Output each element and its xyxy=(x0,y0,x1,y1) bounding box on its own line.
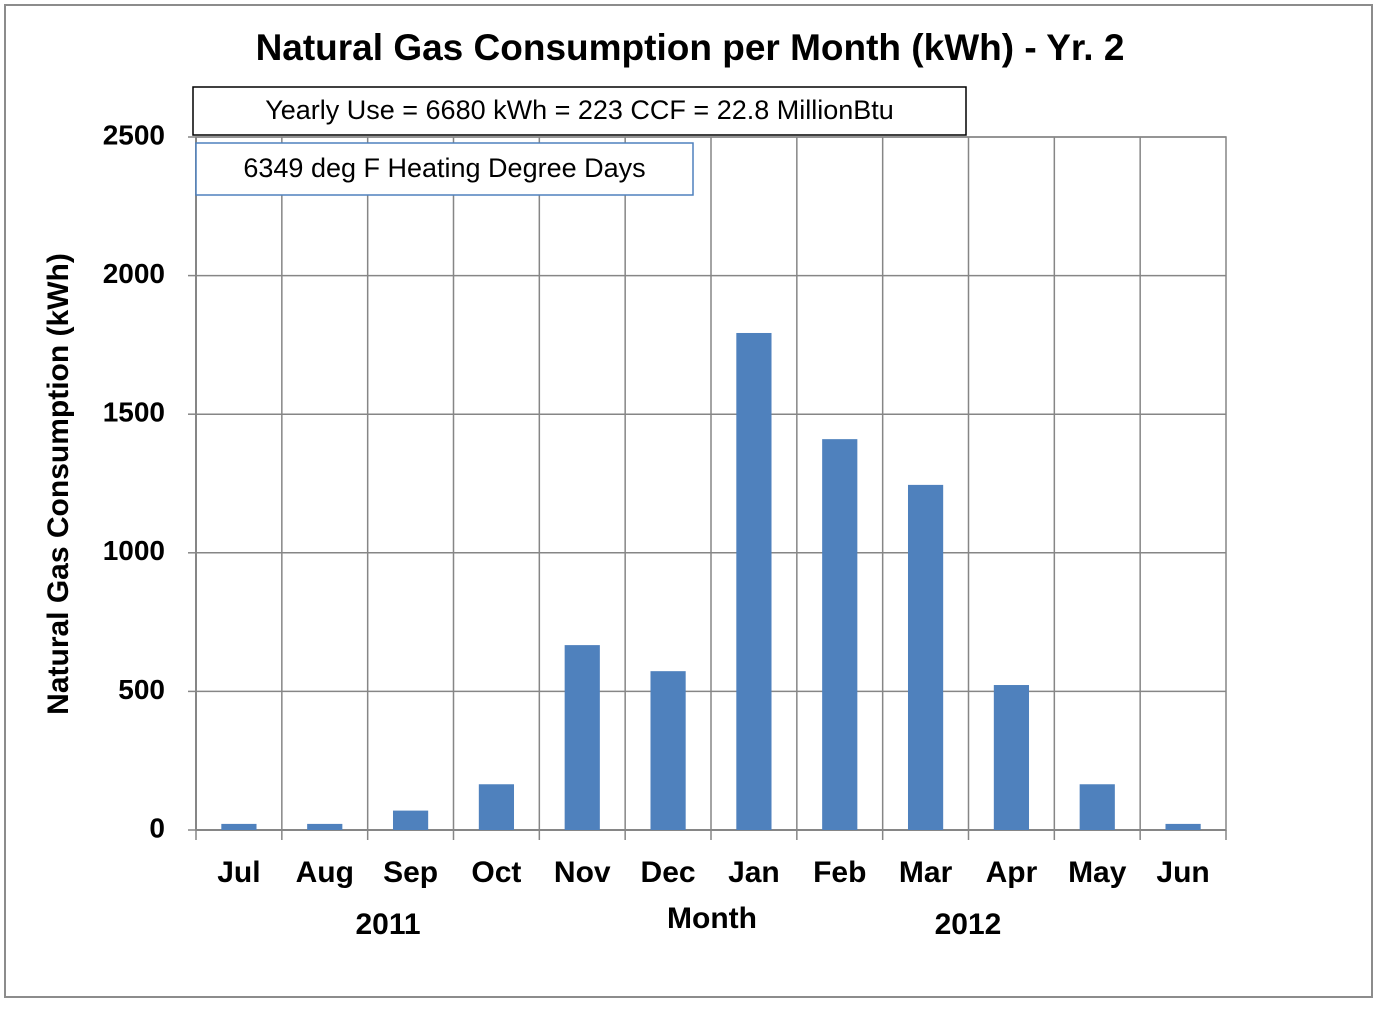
x-tick-label: Feb xyxy=(813,856,866,889)
x-tick-label: Oct xyxy=(471,856,521,889)
annotation: 6349 deg F Heating Degree Days xyxy=(243,153,645,183)
x-tick-label: Jan xyxy=(728,856,780,889)
annotation-box xyxy=(195,142,694,196)
x-tick-label: Dec xyxy=(641,856,696,889)
bar xyxy=(221,823,257,830)
bar xyxy=(822,439,858,830)
x-tick-label: May xyxy=(1068,856,1127,889)
x-tick-label: Mar xyxy=(899,856,953,889)
x-tick-label: Sep xyxy=(383,856,438,889)
y-tick-label: 2500 xyxy=(103,119,165,150)
chart-title: Natural Gas Consumption per Month (kWh) … xyxy=(256,27,1125,68)
y-tick-label: 500 xyxy=(118,674,165,705)
annotation-box xyxy=(192,86,967,136)
y-tick-label: 1000 xyxy=(103,535,165,566)
bar xyxy=(993,685,1030,830)
x-tick-label: Aug xyxy=(296,856,354,889)
y-axis-label: Natural Gas Consumption (kWh) xyxy=(42,253,75,715)
x-axis-label: Month xyxy=(667,902,757,935)
year-label: 2011 xyxy=(355,908,420,941)
x-tick-label: Jul xyxy=(217,856,260,889)
annotation: Yearly Use = 6680 kWh = 223 CCF = 22.8 M… xyxy=(265,95,894,125)
year-label: 2012 xyxy=(935,908,1002,941)
bar xyxy=(1165,823,1201,830)
bar xyxy=(307,823,343,830)
x-tick-label: Nov xyxy=(554,856,611,889)
bar xyxy=(650,671,686,830)
y-tick-label: 0 xyxy=(149,812,165,843)
bar xyxy=(478,784,515,830)
bar xyxy=(907,484,944,830)
y-tick-label: 1500 xyxy=(103,397,165,428)
y-tick-label: 2000 xyxy=(103,258,165,289)
bar xyxy=(392,810,429,830)
bar xyxy=(736,332,772,830)
bar xyxy=(564,645,600,830)
x-tick-label: Apr xyxy=(986,856,1038,889)
x-tick-label: Jun xyxy=(1156,856,1209,889)
bar xyxy=(1079,784,1115,830)
